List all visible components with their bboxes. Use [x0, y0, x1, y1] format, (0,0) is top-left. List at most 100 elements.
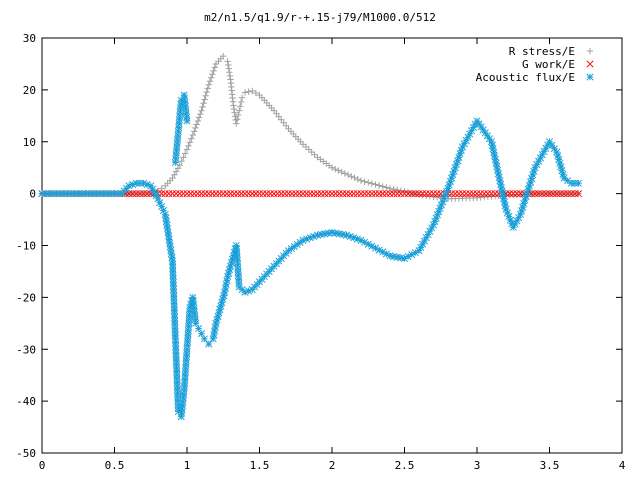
data-point-fill	[226, 69, 233, 76]
data-point	[516, 210, 525, 218]
data-point-fill	[394, 186, 401, 194]
data-point	[233, 120, 240, 127]
data-point-fill	[382, 190, 390, 198]
data-point-fill	[226, 190, 235, 198]
data-point-fill	[313, 190, 322, 198]
data-point-fill	[224, 61, 232, 69]
data-point-fill	[172, 357, 180, 365]
data-point-fill	[216, 190, 224, 198]
data-point	[191, 128, 198, 135]
data-point-fill	[241, 190, 249, 198]
data-point-fill	[332, 165, 339, 173]
data-point-fill	[165, 190, 173, 198]
series-2	[38, 117, 583, 421]
data-point-fill	[351, 174, 358, 181]
x-tick-label: 3.5	[540, 459, 560, 472]
data-point	[328, 164, 336, 171]
data-point-fill	[348, 173, 355, 180]
data-point-fill	[171, 171, 178, 179]
data-point-fill	[203, 88, 210, 96]
data-point-fill	[495, 173, 503, 181]
data-point-fill	[207, 74, 215, 81]
data-point-fill	[245, 190, 253, 198]
data-point-fill	[208, 190, 216, 198]
data-point-fill	[201, 96, 208, 103]
data-point	[236, 107, 243, 114]
data-point-fill	[350, 190, 358, 198]
data-point-fill	[190, 190, 198, 198]
data-point-fill	[226, 72, 234, 80]
data-point	[238, 94, 246, 101]
data-point-fill	[365, 179, 372, 186]
data-point-fill	[185, 142, 192, 150]
data-point-fill	[368, 180, 376, 187]
data-point	[574, 179, 583, 187]
data-point-fill	[430, 193, 437, 200]
data-point	[183, 146, 191, 153]
data-point	[241, 89, 249, 96]
data-point-fill	[368, 190, 376, 198]
data-point	[364, 190, 372, 198]
data-point-fill	[205, 190, 213, 198]
data-point-fill	[201, 190, 209, 198]
x-axis: 0 0.5 1 1.5 2 2.5 3 3.5 4	[39, 38, 626, 472]
data-point-fill	[192, 124, 199, 132]
x-tick-label: 1	[184, 459, 191, 472]
data-point-fill	[179, 190, 187, 198]
data-point-fill	[212, 190, 220, 198]
data-point-fill	[236, 103, 244, 110]
data-point-fill	[371, 190, 380, 198]
data-point-fill	[299, 190, 307, 198]
legend-label: Acoustic flux/E	[476, 71, 575, 84]
data-point	[328, 190, 336, 198]
data-point-fill	[210, 67, 217, 75]
data-point	[502, 205, 510, 213]
data-point-fill	[180, 154, 187, 161]
data-point-fill	[172, 190, 180, 198]
series-0	[38, 52, 582, 203]
data-point-fill	[245, 88, 252, 95]
data-point-fill	[281, 190, 289, 198]
data-point-fill	[310, 190, 318, 198]
data-point-fill	[199, 103, 206, 111]
y-tick-label: 20	[23, 84, 36, 97]
data-point-fill	[230, 190, 238, 198]
data-point-fill	[274, 190, 282, 198]
chart-title: m2/n1.5/q1.9/r-+.15-j79/M1000.0/512	[204, 11, 436, 24]
data-point-fill	[397, 187, 405, 194]
data-point-fill	[193, 121, 200, 128]
series-layer	[38, 52, 583, 421]
data-point	[205, 340, 213, 348]
data-point-fill	[166, 243, 174, 251]
data-point-fill	[277, 190, 285, 198]
x-tick-label: 2.5	[395, 459, 415, 472]
data-point-fill	[252, 89, 260, 97]
data-point-fill	[270, 190, 278, 198]
data-point-fill	[174, 165, 182, 172]
data-point-fill	[178, 158, 185, 165]
plot-frame	[41, 37, 623, 454]
data-point-fill	[204, 85, 211, 92]
data-point	[205, 81, 212, 88]
data-point-fill	[339, 190, 347, 198]
data-point-fill	[346, 190, 354, 198]
data-point-fill	[353, 235, 361, 243]
data-point-fill	[372, 181, 379, 188]
y-tick-label: 30	[23, 32, 36, 45]
data-point-fill	[186, 139, 194, 146]
data-point	[169, 174, 176, 182]
x-tick-label: 0	[39, 459, 46, 472]
data-point-fill	[194, 190, 202, 198]
x-tick-label: 2	[329, 459, 336, 472]
data-point-fill	[361, 178, 368, 185]
data-point-fill	[230, 105, 238, 113]
x-tick-label: 3	[474, 459, 481, 472]
data-point-fill	[288, 190, 296, 198]
legend-marker	[586, 47, 594, 55]
data-point-fill	[232, 116, 239, 124]
data-point	[357, 177, 365, 184]
data-point	[220, 52, 227, 60]
data-point-fill	[433, 194, 441, 201]
data-point-fill	[338, 168, 345, 176]
